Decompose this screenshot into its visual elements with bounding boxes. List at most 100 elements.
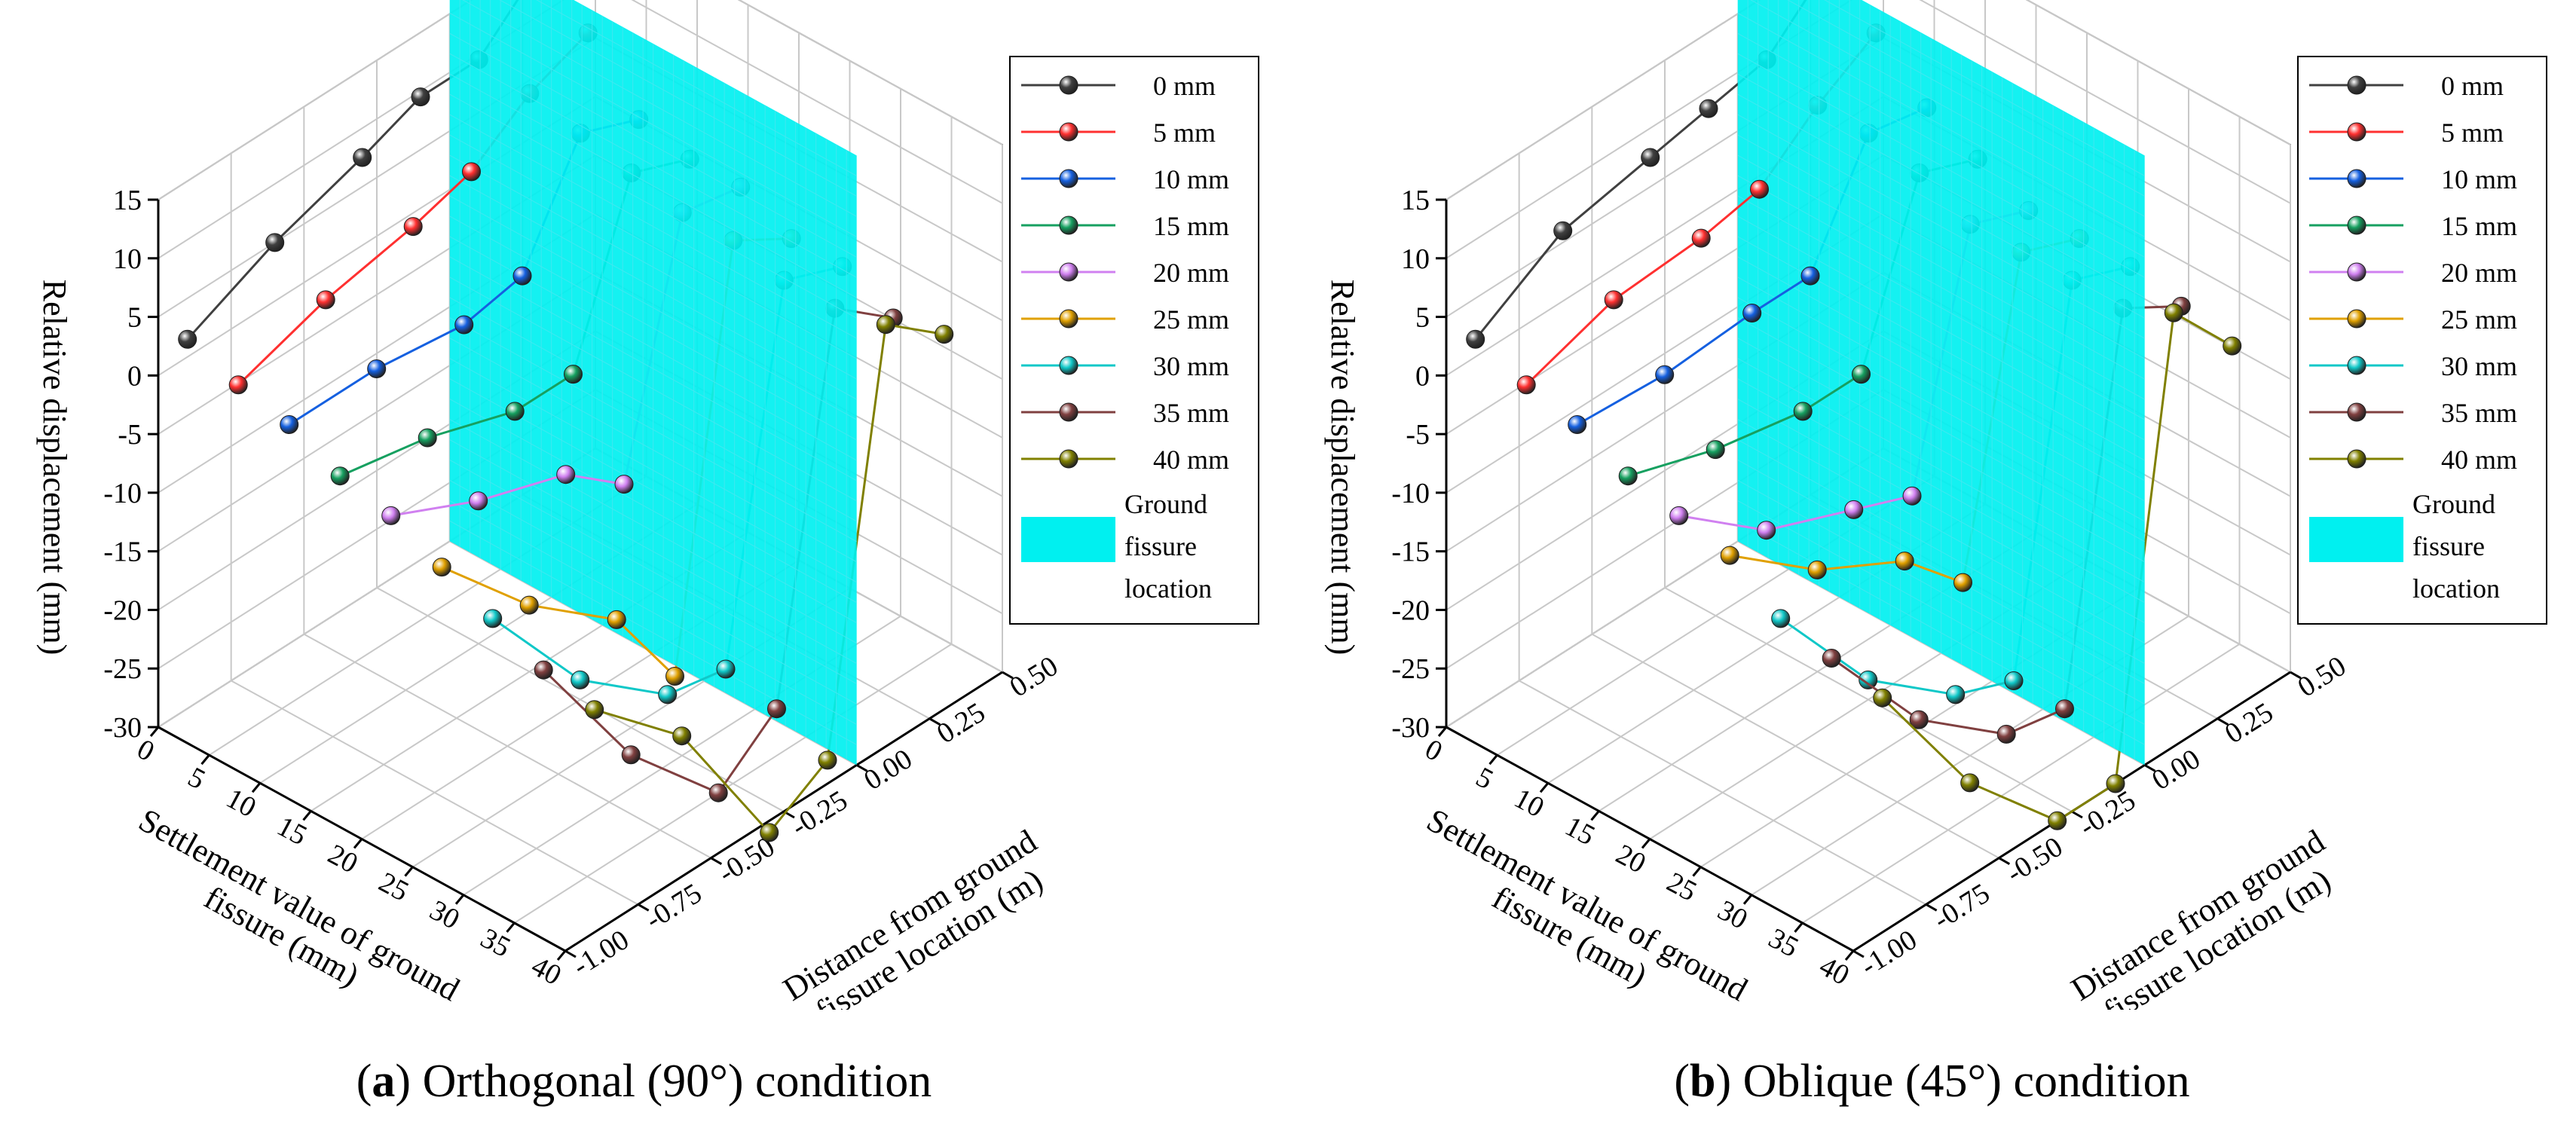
gridline <box>1591 633 1999 859</box>
z-tick-label: 10 <box>113 243 142 275</box>
plane-hatch <box>449 338 857 563</box>
series-line-15mm <box>1627 373 1862 478</box>
y-tick-label: 0.50 <box>1005 650 1064 704</box>
series-line-0mm <box>186 96 422 341</box>
legend-label: 40 mm <box>1153 445 1229 475</box>
plane-hatch <box>449 500 857 725</box>
plane-hatch <box>462 0 857 217</box>
x-tick-mark <box>1742 894 1753 905</box>
legend-label: 0 mm <box>1153 71 1216 101</box>
z-tick-label: -10 <box>1391 478 1430 509</box>
plane-hatch <box>449 93 857 319</box>
series-line-30mm <box>491 617 727 696</box>
data-point-5mm <box>316 290 335 310</box>
plane-hatch <box>1737 134 2145 359</box>
data-point-40mm <box>1960 773 1980 793</box>
data-point-40mm <box>2048 811 2067 830</box>
data-point-40mm <box>818 750 837 770</box>
series-line-0mm <box>1474 107 1709 341</box>
data-point-10mm <box>367 359 387 378</box>
legend-marker <box>2347 122 2366 142</box>
data-point-30mm <box>571 670 590 689</box>
legend-plane-swatch <box>1021 517 1115 562</box>
data-point-40mm <box>935 325 954 344</box>
data-point-0mm <box>1553 221 1573 240</box>
z-tick-label: 0 <box>1415 360 1430 392</box>
y-tick-mark <box>1002 671 1014 680</box>
data-point-10mm <box>1655 365 1675 384</box>
z-tick-label: -25 <box>103 653 142 685</box>
data-point-10mm <box>454 315 474 335</box>
data-point-15mm <box>1852 365 1871 384</box>
legend-marker <box>1059 75 1078 95</box>
x-tick-mark <box>506 922 516 933</box>
data-point-30mm <box>1946 685 1966 705</box>
plane-hatch <box>449 195 857 420</box>
plane-hatch <box>1737 338 2145 563</box>
plane-hatch <box>1737 520 2145 745</box>
z-tick-label: -20 <box>1391 595 1430 626</box>
y-tick-mark <box>1852 949 1865 958</box>
data-point-0mm <box>265 233 285 252</box>
data-point-30mm <box>483 609 503 628</box>
legend-label: 25 mm <box>2441 304 2517 335</box>
x-tick-mark <box>353 838 363 849</box>
z-tick-label: 10 <box>1401 243 1430 275</box>
data-point-25mm <box>607 610 626 629</box>
data-point-10mm <box>1568 415 1587 434</box>
legend-label: 15 mm <box>2441 211 2517 241</box>
data-point-5mm <box>403 217 423 237</box>
x-tick-mark <box>149 726 160 737</box>
legend-label: 40 mm <box>2441 445 2517 475</box>
plane-hatch <box>1787 0 2145 197</box>
series-line-20mm <box>390 473 625 517</box>
plane-hatch <box>449 134 857 359</box>
legend-label: 5 mm <box>1153 118 1216 148</box>
gridline <box>1664 587 2073 812</box>
series-line-5mm <box>237 170 473 386</box>
legend-marker <box>1059 262 1078 282</box>
data-point-5mm <box>1516 375 1536 395</box>
z-tick-label: -30 <box>103 712 142 744</box>
y-axis-title: Distance from groundfissure location (m) <box>777 823 1063 1010</box>
data-point-5mm <box>462 162 481 182</box>
panel-a: -30 -25 -20 -15 -10 -5 0 5 10 15 0 5 10 15 20 25 30 35 40-… <box>36 0 1259 1107</box>
plane-hatch <box>499 0 857 197</box>
data-point-20mm <box>1757 521 1776 540</box>
legend-label: 35 mm <box>2441 398 2517 428</box>
legend-marker <box>2347 75 2366 95</box>
plane-hatch <box>449 32 857 258</box>
z-axis-title: Relative displacement (mm) <box>1324 280 1361 656</box>
legend-marker <box>1059 122 1078 142</box>
data-point-20mm <box>381 506 401 525</box>
z-tick-label: -5 <box>118 419 142 451</box>
x-tick-mark <box>454 894 465 905</box>
plane-hatch <box>449 53 857 278</box>
data-point-5mm <box>1750 179 1769 199</box>
data-point-0mm <box>1699 99 1718 118</box>
series-line-15mm <box>339 373 574 478</box>
panel-b: -30 -25 -20 -15 -10 -5 0 5 10 15 0 5 10 15 20 25 30 35 40-… <box>1288 0 2576 1131</box>
data-point-30mm <box>2004 671 2024 690</box>
data-point-25mm <box>1720 546 1739 565</box>
plane-hatch <box>449 175 857 400</box>
data-point-40mm <box>1873 688 1892 708</box>
y-tick-mark <box>1998 857 2011 865</box>
series-line-5mm <box>1525 188 1761 386</box>
gridline <box>1919 0 2291 204</box>
y-tick-mark <box>2217 717 2229 726</box>
plane-hatch <box>449 216 857 441</box>
x-tick-mark <box>1590 810 1600 821</box>
data-point-20mm <box>556 465 576 484</box>
plane-hatch <box>1737 73 2145 298</box>
plane-hatch <box>1737 317 2145 543</box>
data-point-20mm <box>1902 486 1922 506</box>
plane-hatch <box>1750 0 2145 217</box>
plane-hatch <box>1737 439 2145 664</box>
plane-hatch <box>1737 419 2145 643</box>
legend-plane-label: Ground <box>1124 489 1207 519</box>
data-point-40mm <box>876 315 895 335</box>
legend-plane-label: fissure <box>2412 531 2485 561</box>
legend-label: 10 mm <box>2441 164 2517 194</box>
data-point-5mm <box>1691 228 1711 248</box>
